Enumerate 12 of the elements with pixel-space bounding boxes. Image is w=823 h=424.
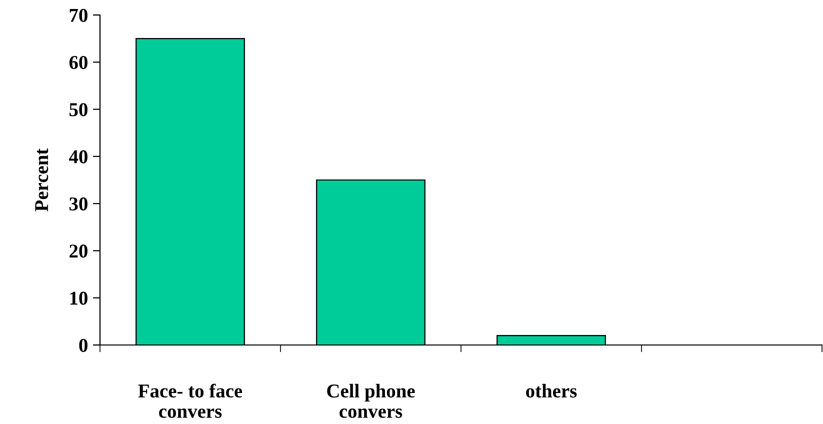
y-tick-label: 70 <box>70 8 88 22</box>
y-tick-label: 40 <box>69 150 88 164</box>
y-tick-label: 0 <box>79 338 88 352</box>
x-tick-label: Face- to face convers <box>138 384 242 418</box>
x-tick-label: Cell phone convers <box>327 384 415 418</box>
y-tick-label: 30 <box>69 197 88 211</box>
y-tick-label: 60 <box>69 56 88 70</box>
y-tick-label: 50 <box>70 103 88 116</box>
y-axis-title: Percent <box>35 148 48 212</box>
x-tick-label: others <box>526 384 577 398</box>
y-tick-label: 10 <box>70 292 88 305</box>
y-tick-label: 20 <box>70 244 88 258</box>
